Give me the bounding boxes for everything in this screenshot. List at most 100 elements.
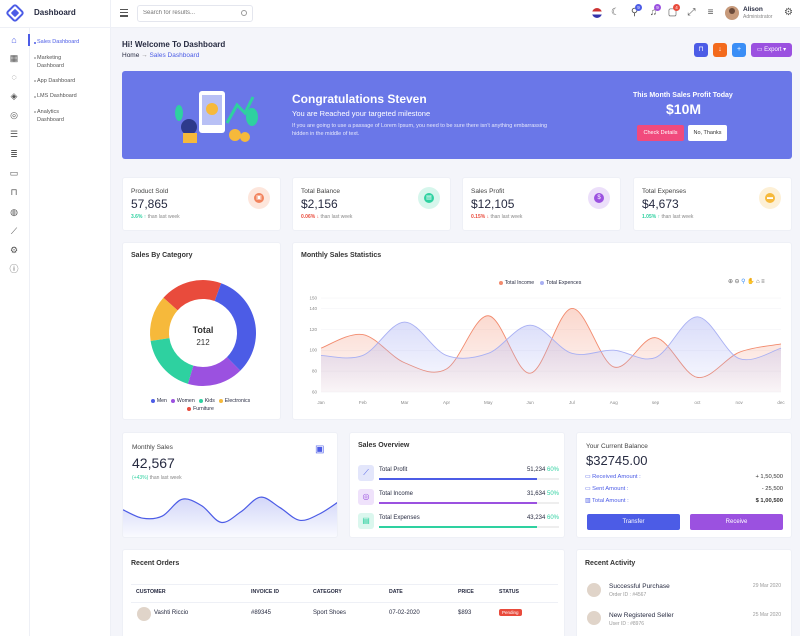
overview-pct: 60%: [546, 515, 559, 521]
cart-nav-icon[interactable]: ⊓: [10, 187, 18, 197]
cell-date: 07-02-2020: [389, 610, 420, 616]
activity-title[interactable]: Successful Purchase: [609, 583, 670, 590]
home-icon[interactable]: ⌂: [11, 35, 17, 45]
flag-icon[interactable]: [592, 7, 603, 18]
arrow-down-icon: ↓: [316, 214, 320, 220]
sent-icon: ▭: [585, 486, 593, 492]
file-icon[interactable]: ▭: [9, 168, 19, 178]
stat-change-suffix: than last week: [490, 214, 523, 220]
sales-by-category-card: Sales By Category Total 212 Men Women Kids…: [122, 242, 281, 420]
message-icon[interactable]: ▢: [667, 7, 678, 18]
gear-icon[interactable]: ⚙: [9, 245, 19, 255]
breadcrumb-home[interactable]: Home: [122, 52, 140, 59]
x-tick-label: Aug: [610, 400, 619, 405]
reset-home-icon[interactable]: ⌂: [755, 279, 762, 285]
legend-label: Furniture: [193, 406, 214, 412]
sparkline-area: [123, 497, 337, 537]
submenu-item-marketing[interactable]: Marketing Dashboard: [37, 55, 64, 69]
menu-toggle-icon[interactable]: [120, 9, 128, 17]
table-row[interactable]: Vashti Riccio #89345 Sport Shoes 07-02-2…: [131, 606, 558, 624]
pan-icon[interactable]: ✋: [746, 279, 756, 285]
activity-title[interactable]: New Registered Seller: [609, 612, 674, 619]
submenu-item-sales[interactable]: Sales Dashboard: [37, 39, 80, 45]
donut-slice-electronics[interactable]: [150, 297, 178, 342]
overview-amount: 51,234: [526, 467, 546, 473]
stat-change-pct: 0.06%: [301, 214, 316, 220]
apps-icon[interactable]: ≡: [707, 7, 714, 18]
legend-item[interactable]: Electronics: [218, 398, 250, 404]
cart-icon[interactable]: ⚲: [630, 7, 639, 18]
box-icon: ▣: [248, 187, 270, 209]
user-name[interactable]: Alison: [743, 6, 763, 13]
legend-item[interactable]: Women: [170, 398, 195, 404]
search-box[interactable]: [137, 5, 253, 22]
change-pct: (+43%): [132, 475, 149, 481]
progress-fill: [379, 478, 538, 480]
submenu-item-lms[interactable]: LMS Dashboard: [37, 93, 77, 99]
active-indicator: [28, 34, 30, 46]
layers-icon[interactable]: ◈: [10, 91, 18, 101]
arrow-up-icon: ↑: [143, 214, 147, 220]
settings-gear-icon[interactable]: ⚙: [784, 7, 793, 18]
legend-item[interactable]: Total Income: [498, 280, 534, 286]
bank-icon: ▥: [585, 498, 592, 504]
x-tick-label: Apr: [443, 400, 451, 405]
x-tick-label: Mar: [401, 400, 409, 405]
series-line-total-expences[interactable]: [320, 316, 782, 361]
stat-change-pct: 1.05%: [642, 214, 657, 220]
legend-item[interactable]: Furniture: [187, 406, 214, 412]
overview-row: ▤ Total Expenses 43,234 60%: [358, 513, 559, 533]
donut-slice-men[interactable]: [214, 283, 256, 371]
legend-item[interactable]: Men: [150, 398, 167, 404]
submenu-item-analytics[interactable]: Analytics Dashboard: [37, 109, 64, 123]
banner-title: Congratulations Steven: [292, 92, 427, 106]
add-button[interactable]: +: [732, 43, 746, 57]
database-icon[interactable]: ☰: [9, 129, 19, 139]
arrow-up-icon: ↑: [657, 214, 661, 220]
chart-icon: ⟋: [358, 465, 374, 481]
check-details-button[interactable]: Check Details: [637, 125, 684, 141]
trending-icon[interactable]: ⟋: [10, 226, 18, 236]
search-icon[interactable]: [241, 10, 247, 16]
legend-label: Men: [156, 398, 167, 404]
download-button[interactable]: ↓: [713, 43, 727, 57]
overview-pct: 60%: [546, 467, 559, 473]
cart-action-button[interactable]: ⊓: [694, 43, 708, 57]
compass-icon[interactable]: ◎: [10, 110, 18, 120]
alert-icon[interactable]: ⓘ: [9, 264, 19, 274]
donut-slice-kids[interactable]: [150, 338, 194, 384]
banner-description: If you are going to use a passage of Lor…: [292, 123, 548, 137]
bell-icon[interactable]: ♫: [649, 7, 658, 18]
message-badge: 4: [673, 4, 680, 11]
grid-icon[interactable]: ▦: [9, 53, 19, 63]
search-input[interactable]: [143, 10, 233, 16]
search-zoom-icon[interactable]: ⚲: [741, 279, 747, 285]
activity-avatar: [587, 583, 601, 597]
stat-change-pct: 0.15%: [471, 214, 486, 220]
moon-icon[interactable]: ☾: [611, 7, 620, 18]
zoom-out-icon[interactable]: ⊖: [734, 279, 742, 285]
submenu-item-app[interactable]: App Dashboard: [37, 78, 76, 84]
sidebar: ⌂ ▦ ◌ ◈ ◎ ☰ ≣ ▭ ⊓ ◍ ⟋ ⚙ ⓘ: [0, 28, 30, 636]
legend-item[interactable]: Kids: [198, 398, 215, 404]
zoom-in-icon[interactable]: ⊕: [728, 279, 735, 285]
export-button[interactable]: ▭ Export ▾: [751, 43, 792, 57]
avatar[interactable]: [725, 6, 739, 20]
chart-menu-icon[interactable]: ≡: [761, 279, 767, 285]
transfer-button[interactable]: Transfer: [587, 514, 680, 530]
donut-slice-women[interactable]: [187, 357, 241, 386]
balance-row: ▭ Received Amount : + 1,50,500: [585, 474, 783, 485]
donut-slice-furniture[interactable]: [163, 280, 222, 311]
receive-button[interactable]: Receive: [690, 514, 783, 530]
wallet-icon: ▤: [418, 187, 440, 209]
map-pin-icon[interactable]: ◍: [10, 207, 18, 217]
balance-row-label: Total Amount: [591, 498, 626, 504]
palette-icon[interactable]: ◌: [11, 72, 17, 82]
x-tick-label: dec: [777, 400, 785, 405]
list-icon[interactable]: ≣: [10, 149, 18, 159]
table-header: CUSTOMER INVOICE ID CATEGORY DATE PRICE …: [131, 589, 558, 603]
no-thanks-button[interactable]: No, Thanks: [688, 125, 727, 141]
fullscreen-icon[interactable]: ⤢: [687, 7, 696, 18]
legend-item[interactable]: Total Expences: [540, 280, 581, 286]
x-tick-label: oct: [694, 400, 701, 405]
